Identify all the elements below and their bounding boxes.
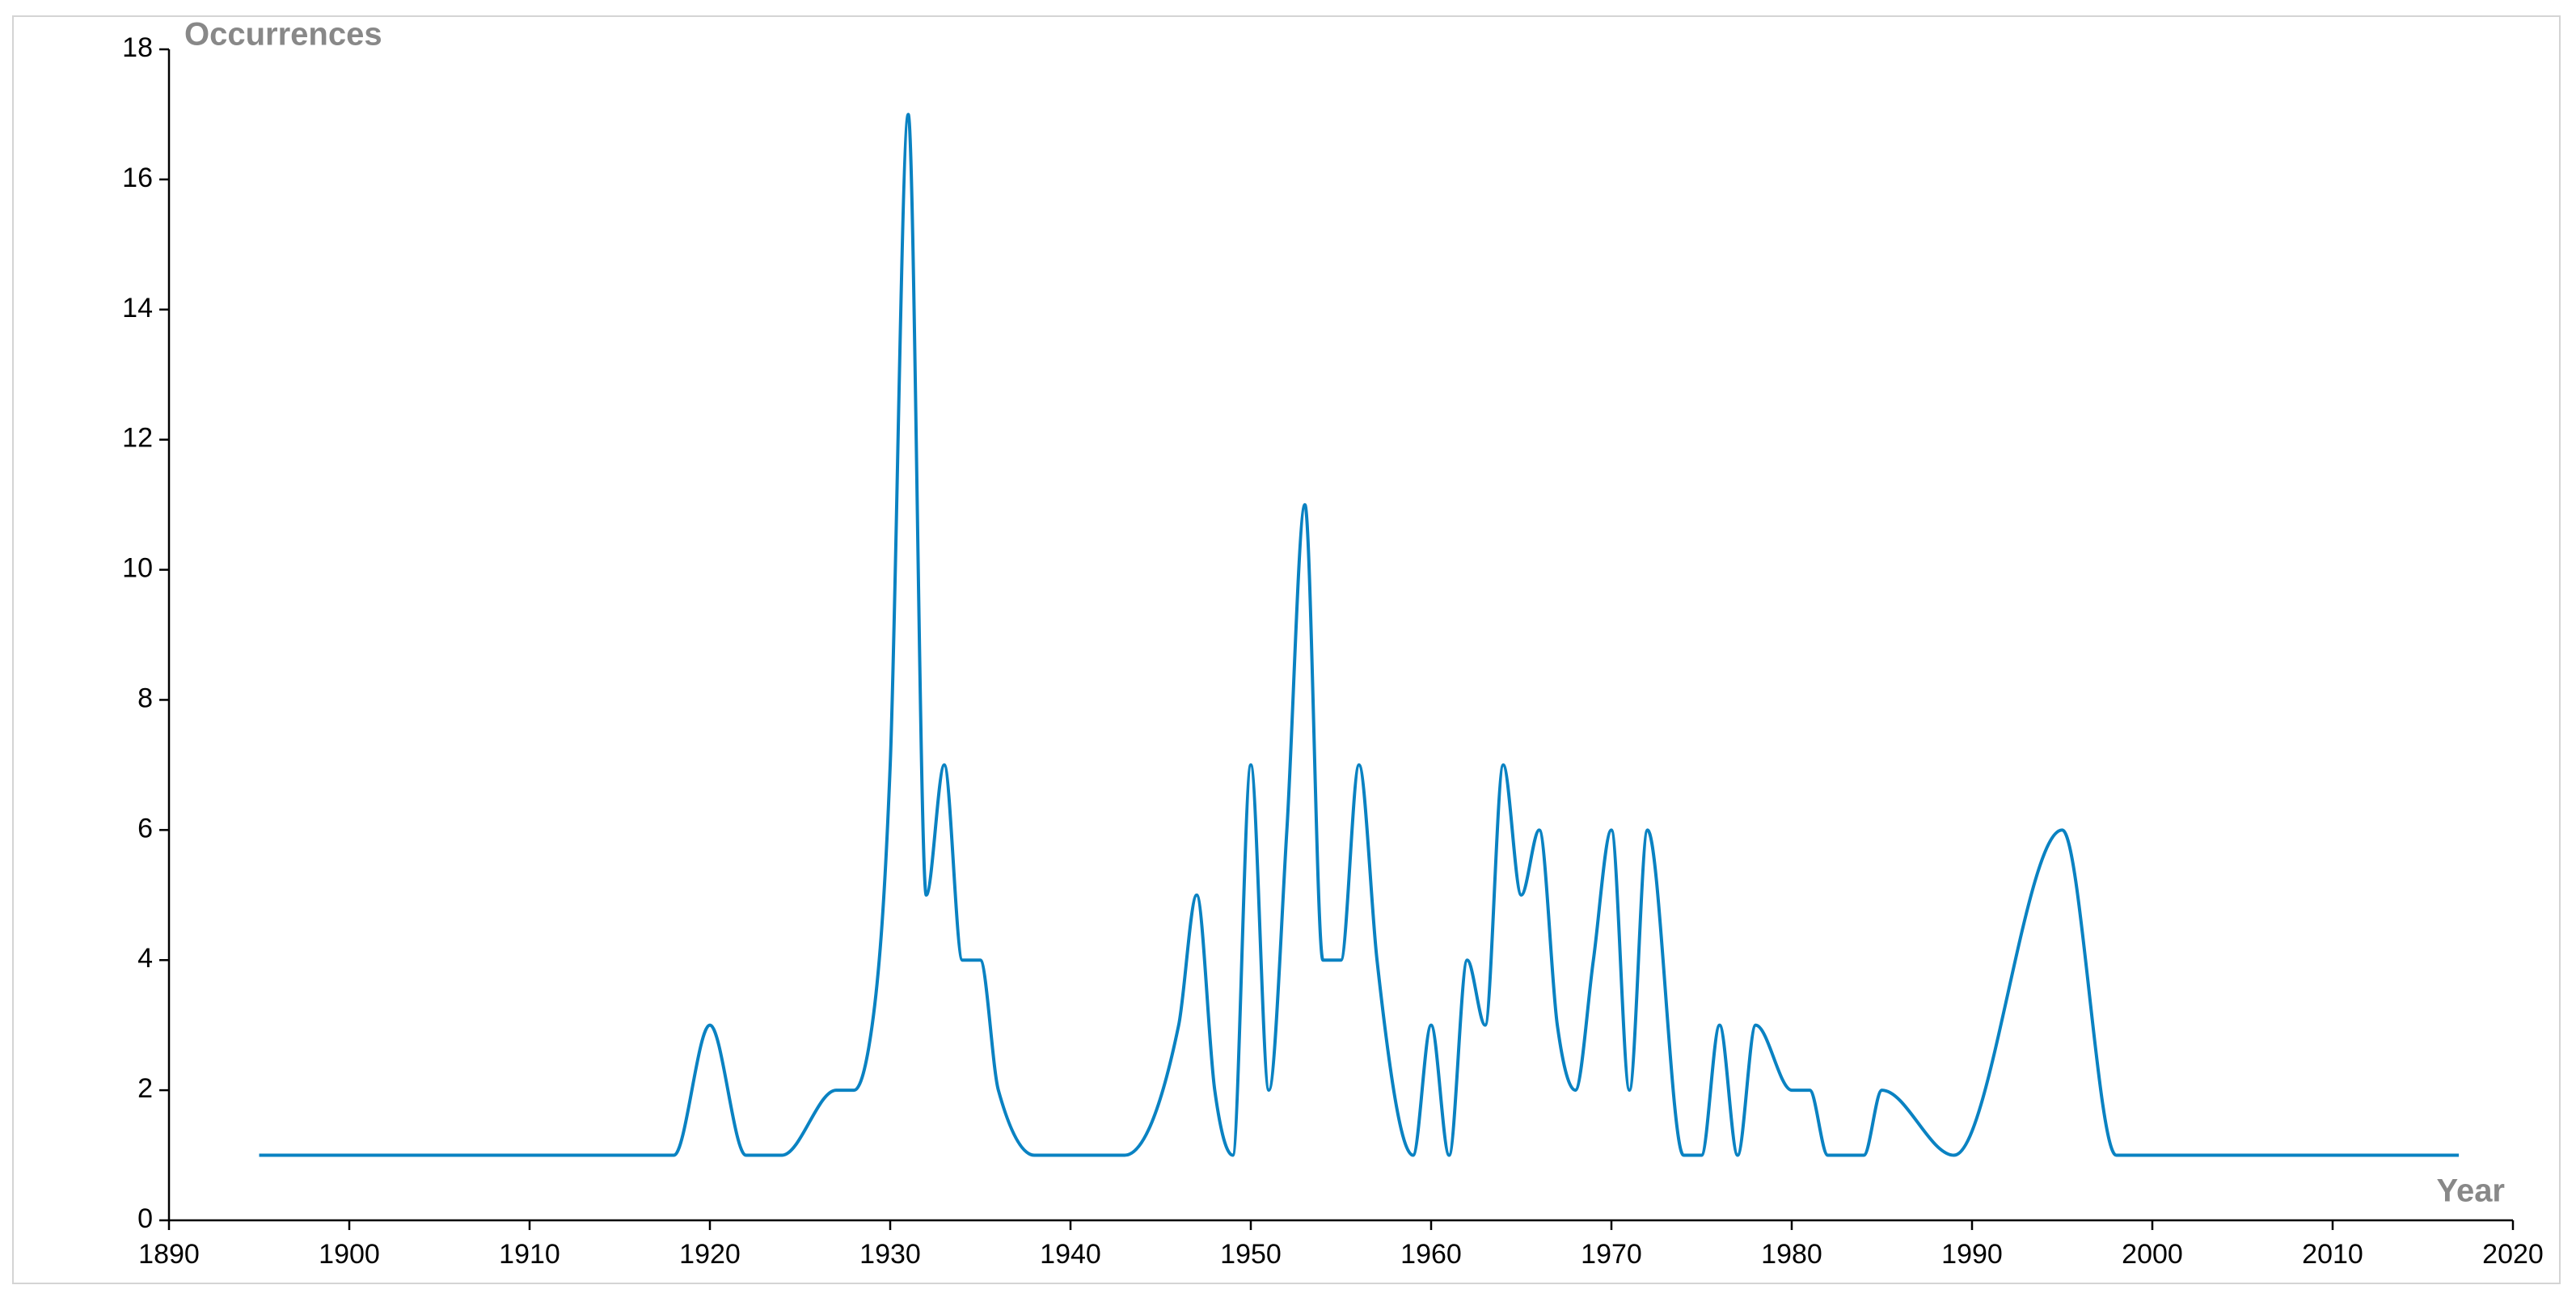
- x-tick-label: 2010: [2302, 1239, 2363, 1270]
- x-axis-title: Year: [2436, 1173, 2505, 1209]
- x-tick-label: 1990: [1941, 1239, 2003, 1270]
- data-line: [259, 112, 2460, 1157]
- x-tick-label: 1970: [1581, 1239, 1642, 1270]
- x-tick-label: 1920: [679, 1239, 741, 1270]
- x-tick-label: 1910: [499, 1239, 560, 1270]
- y-axis-title: Occurrences: [184, 17, 382, 53]
- x-tick-label: 2000: [2122, 1239, 2183, 1270]
- x-tick-label: 1930: [859, 1239, 921, 1270]
- y-tick-label: 16: [122, 163, 153, 193]
- y-tick-label: 6: [137, 813, 153, 843]
- y-tick-label: 4: [137, 943, 153, 974]
- y-tick-label: 14: [122, 293, 153, 323]
- x-tick-label: 1890: [138, 1239, 200, 1270]
- y-tick-label: 8: [137, 683, 153, 713]
- y-tick-label: 2: [137, 1073, 153, 1104]
- y-tick-label: 12: [122, 423, 153, 454]
- y-tick-label: 10: [122, 553, 153, 584]
- x-tick-label: 1900: [319, 1239, 380, 1270]
- x-tick-label: 1960: [1400, 1239, 1462, 1270]
- y-tick-label: 18: [122, 32, 153, 63]
- x-tick-label: 1950: [1220, 1239, 1282, 1270]
- x-tick-label: 2020: [2482, 1239, 2544, 1270]
- y-tick-label: 0: [137, 1203, 153, 1234]
- x-tick-label: 1980: [1761, 1239, 1822, 1270]
- x-tick-label: 1940: [1040, 1239, 1101, 1270]
- frame: [12, 15, 2561, 1284]
